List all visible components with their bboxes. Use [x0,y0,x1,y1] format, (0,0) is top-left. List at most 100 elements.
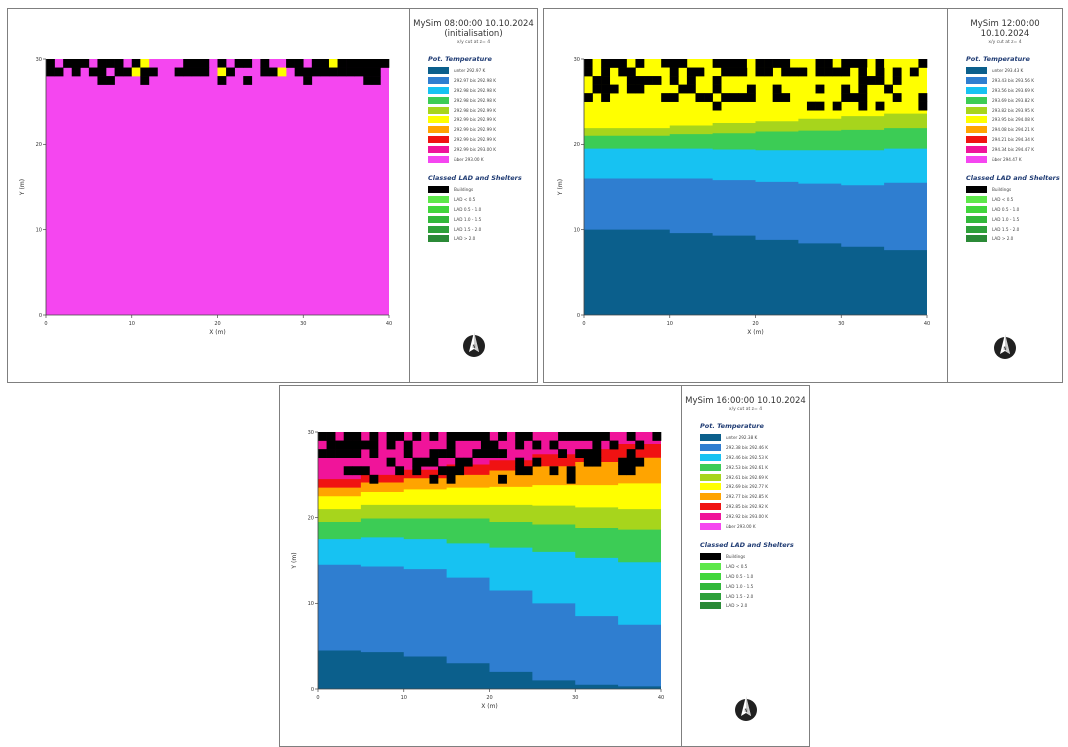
heatmap-area: 0 10 20 30 40 0 10 20 30 X (m) Y (m) [280,386,681,746]
building-cell [131,59,141,68]
legend-swatch [700,582,721,590]
building-cell [429,457,439,467]
legend-item-temperature: 292.98 bis 292.98 K [428,86,537,96]
building-cell [343,440,353,450]
building-cell [618,466,627,476]
legend-item-temperature: 292.38 bis 292.46 K [700,443,809,453]
legend-swatch [428,186,449,194]
building-cell [337,67,347,77]
legend-item-lad: LAD > 2.0 [700,601,809,611]
building-cell [234,59,244,68]
building-cell [729,67,739,77]
building-cell [712,101,722,111]
building-cell [686,84,696,94]
building-cell [626,449,636,458]
legend-item-temperature: 292.85 bis 292.92 K [700,502,809,512]
legend-swatch [700,592,721,600]
map-title: MySim 16:00:00 10.10.2024 [685,396,806,406]
x-tick-label: 40 [386,321,392,327]
building-cell [114,59,124,68]
building-cell [644,76,653,85]
building-cell [489,440,499,450]
building-cell [97,76,107,85]
building-cell [909,59,919,68]
legend-item-temperature: 293.69 bis 293.82 K [966,95,1062,105]
legend-item-temperature: 292.92 bis 293.00 K [700,511,809,521]
building-cell [601,76,611,85]
building-cell [318,432,327,441]
map-title: MySim 08:00:00 10.10.2024 [413,19,534,29]
building-cell [80,59,90,68]
building-cell [858,84,868,94]
building-cell [652,76,662,85]
building-cell [824,59,833,68]
legend-label: 294.34 bis 294.47 K [992,146,1035,152]
legend-label: LAD > 2.0 [454,236,476,242]
building-cell [592,67,602,77]
building-cell [815,101,825,111]
legend-swatch [428,205,449,213]
building-cell [584,67,593,77]
building-cell [918,101,928,111]
building-cell [549,440,559,450]
building-cell [866,67,876,77]
legend-swatch [428,86,449,94]
heatmap-area: 0 10 20 30 40 0 10 20 30 X (m) Y (m) [8,9,409,382]
building-cell [294,59,304,68]
legend-label: über 294.47 K [992,156,1022,162]
legend-title-temperature: Pot. Temperature [428,55,492,63]
building-cell [875,76,885,85]
cut-label: x/y cut at z= 4 [988,40,1022,45]
legend-label: 292.85 bis 292.92 K [726,503,769,509]
building-cell [363,59,373,68]
legend-temperature: unter 292.38 K 292.38 bis 292.46 K 292.46 … [682,433,809,531]
legend-swatch [700,512,721,520]
building-cell [695,59,705,68]
building-cell [635,84,645,94]
legend-label: LAD < 0.5 [726,564,748,570]
building-cell [678,59,688,68]
y-tick-label: 10 [574,227,580,233]
north-arrow-icon: N [462,332,485,357]
building-cell [755,59,765,68]
legend-item-temperature: unter 292.97 K [428,66,537,76]
building-cell [575,449,585,458]
building-cell [669,59,679,68]
building-cell [489,449,499,458]
building-cell [918,59,928,68]
heatmap-area: 0 10 20 30 40 0 10 20 30 X (m) Y (m) [544,9,947,382]
building-cell [369,449,379,458]
building-cell [472,449,482,458]
legend-swatch [428,225,449,233]
x-axis-label: X (m) [209,329,226,336]
building-cell [626,76,636,85]
building-cell [54,67,64,77]
y-tick-label: 20 [574,142,580,148]
legend-title-lad: Classed LAD and Shelters [700,540,794,549]
building-cell [832,67,842,77]
legend-swatch [966,86,987,94]
legend-item-temperature: 293.82 bis 293.95 K [966,105,1062,115]
legend-label: LAD 1.5 - 2.0 [992,226,1020,232]
building-cell [815,59,825,68]
building-cell [326,449,336,458]
building-cell [661,93,671,102]
building-cell [875,59,885,68]
legend-swatch [700,463,721,471]
temperature-field [46,59,389,315]
legend-item-lad: LAD 1.5 - 2.0 [966,224,1062,234]
building-cell [686,67,696,77]
legend-swatch [428,145,449,153]
north-arrow-icon: N [994,334,1016,359]
cut-label: x/y cut at z= 4 [728,407,763,412]
building-cell [601,84,611,94]
building-cell [781,59,791,68]
legend-item-temperature: 292.61 bis 292.69 K [700,472,809,482]
legend-item-temperature: 292.99 bis 293.00 K [428,144,537,154]
building-cell [798,67,808,77]
legend-item-lad: Buildings [966,185,1062,195]
building-cell [380,59,390,68]
legend-item-temperature: 292.46 bis 292.53 K [700,453,809,463]
legend-item-temperature: über 293.00 K [428,154,537,164]
building-cell [712,76,722,85]
